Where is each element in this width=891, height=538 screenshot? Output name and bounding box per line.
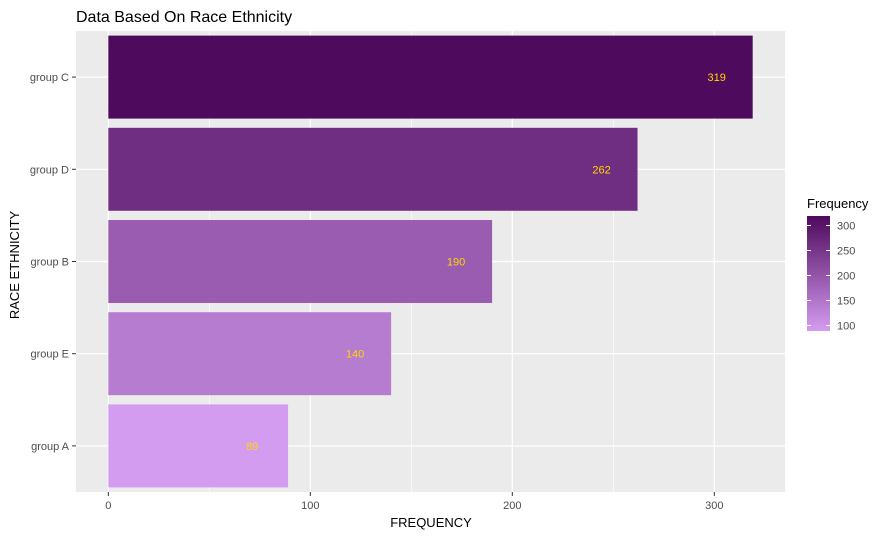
legend-title: Frequency: [807, 196, 869, 211]
x-tick-label: 300: [705, 500, 723, 512]
bar-group-C: [108, 35, 753, 119]
x-tick-label: 200: [503, 500, 521, 512]
chart-title: Data Based On Race Ethnicity: [76, 9, 292, 26]
y-tick-label: group C: [30, 72, 69, 84]
x-tick-label: 0: [105, 500, 111, 512]
y-axis: group C group D group B group E group A: [30, 72, 76, 453]
x-axis-title: FREQUENCY: [390, 515, 472, 530]
legend-tick-label: 250: [837, 246, 855, 258]
legend-colorbar: [807, 216, 830, 331]
legend: Frequency 100 150 200 250 300: [807, 196, 869, 333]
legend-tick-label: 100: [837, 321, 855, 333]
y-tick-label: group A: [31, 441, 70, 453]
data-label: 89: [246, 441, 258, 453]
y-tick-label: group B: [30, 257, 69, 269]
data-labels: 319 262 190 140 89: [246, 72, 726, 453]
legend-tick-label: 150: [837, 296, 855, 308]
data-label: 262: [592, 164, 610, 176]
x-tick-label: 100: [301, 500, 319, 512]
bar-group-E: [108, 312, 392, 396]
y-tick-label: group E: [30, 349, 69, 361]
bar-group-B: [108, 220, 493, 303]
x-axis: 0 100 200 300: [105, 492, 723, 512]
bar-group-A: [108, 404, 289, 488]
data-label: 140: [346, 349, 364, 361]
legend-tick-label: 200: [837, 271, 855, 283]
y-axis-title: RACE ETHNICITY: [7, 211, 22, 320]
data-label: 190: [447, 257, 465, 269]
data-label: 319: [708, 72, 726, 84]
y-tick-label: group D: [30, 164, 69, 176]
legend-tick-label: 300: [837, 221, 855, 233]
bar-group-D: [108, 127, 638, 211]
bars: [108, 35, 753, 488]
